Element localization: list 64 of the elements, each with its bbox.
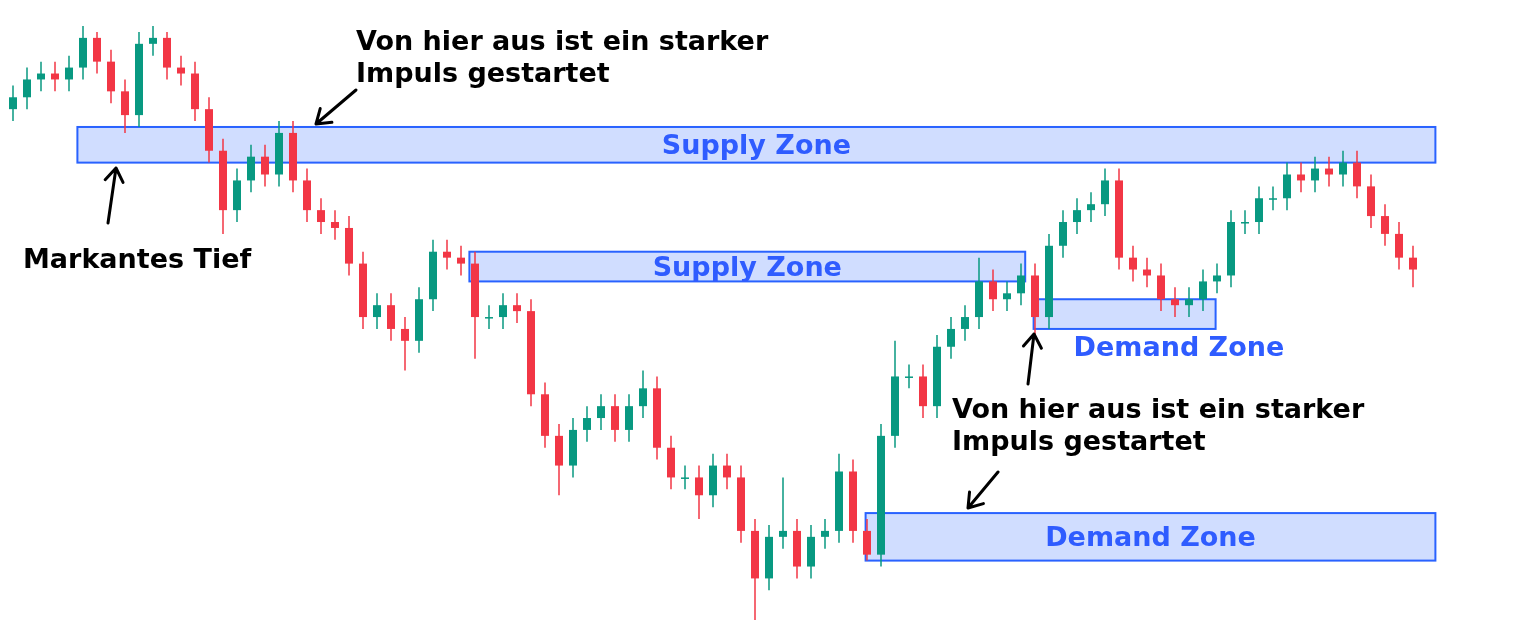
candlestick bbox=[1101, 167, 1109, 217]
candlestick bbox=[1199, 268, 1207, 312]
candlestick bbox=[485, 304, 493, 330]
candlestick bbox=[1157, 262, 1165, 312]
candlestick bbox=[695, 464, 703, 520]
candlestick bbox=[331, 209, 339, 241]
candlestick bbox=[1353, 149, 1361, 200]
candlestick bbox=[1339, 149, 1347, 188]
candlestick bbox=[1003, 280, 1011, 312]
candlestick bbox=[1283, 161, 1291, 211]
candlestick bbox=[1381, 203, 1389, 247]
candlestick bbox=[1269, 185, 1277, 211]
candlestick bbox=[1073, 197, 1081, 235]
candlestick bbox=[387, 292, 395, 342]
candlestick bbox=[443, 239, 451, 271]
candlestick bbox=[121, 78, 129, 134]
candlestick bbox=[93, 31, 101, 75]
candlestick bbox=[625, 393, 633, 443]
candlestick bbox=[177, 54, 185, 87]
candlestick bbox=[863, 518, 871, 562]
candlestick bbox=[1171, 286, 1179, 318]
candlestick bbox=[1325, 155, 1333, 188]
candlestick bbox=[821, 518, 829, 550]
candlestick bbox=[23, 66, 31, 110]
candlestick bbox=[681, 464, 689, 491]
candlestick bbox=[65, 54, 73, 93]
candlestick bbox=[1311, 155, 1319, 194]
candlestick bbox=[1241, 209, 1249, 235]
annotation: Von hier aus ist ein starker Impuls gestartet bbox=[356, 25, 769, 88]
candlestick bbox=[1059, 209, 1067, 259]
candlestick bbox=[261, 144, 269, 188]
annotation: Markantes Tief bbox=[23, 243, 252, 274]
candlestick bbox=[1017, 262, 1025, 306]
annotation: Von hier aus ist ein starker Impuls gestartet bbox=[952, 393, 1365, 456]
candlestick bbox=[779, 476, 787, 550]
candlestick bbox=[499, 292, 507, 330]
band-label: Demand Zone bbox=[1073, 330, 1285, 362]
candlestick bbox=[611, 393, 619, 443]
candlestick bbox=[1409, 245, 1417, 289]
candlestick bbox=[1395, 221, 1403, 271]
candlestick bbox=[1185, 286, 1193, 318]
candlestick bbox=[317, 197, 325, 235]
candlestick bbox=[9, 84, 17, 122]
candlestick bbox=[513, 292, 521, 324]
candlestick bbox=[1129, 245, 1137, 283]
candlestick bbox=[723, 452, 731, 491]
candlestick bbox=[1255, 185, 1263, 235]
candlestick bbox=[989, 268, 997, 312]
candlestick bbox=[1213, 262, 1221, 295]
candlestick bbox=[457, 245, 465, 277]
band-label: Supply Zone bbox=[652, 250, 842, 282]
candlestick bbox=[149, 25, 157, 57]
candlestick bbox=[401, 316, 409, 372]
candlestick bbox=[583, 405, 591, 443]
candlestick bbox=[905, 363, 913, 390]
band-label: Supply Zone bbox=[661, 128, 852, 160]
candlestick bbox=[1087, 191, 1095, 223]
candlestick bbox=[597, 393, 605, 431]
candlestick bbox=[947, 316, 955, 360]
candlestick bbox=[961, 304, 969, 342]
candlestick bbox=[373, 292, 381, 330]
band-label: Demand Zone bbox=[1045, 520, 1256, 552]
candlestick bbox=[247, 144, 255, 194]
candlestick bbox=[639, 369, 647, 419]
